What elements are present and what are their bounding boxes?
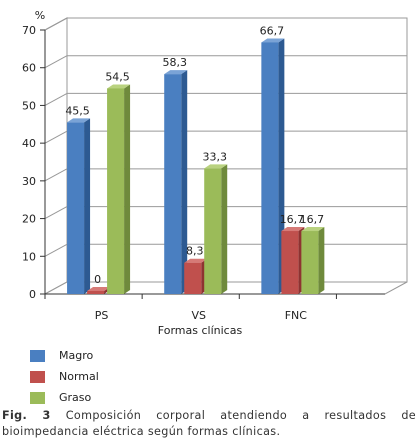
legend-label: Graso xyxy=(59,391,92,404)
bar xyxy=(87,290,105,294)
data-label: 0 xyxy=(94,273,101,286)
bar-top xyxy=(107,84,131,89)
bar-top xyxy=(261,38,285,43)
gridline xyxy=(44,206,68,220)
data-label: 33,3 xyxy=(202,150,227,163)
legend-item: Graso xyxy=(30,387,99,408)
data-label: 66,7 xyxy=(260,24,285,37)
y-tick-label: 0 xyxy=(29,288,36,301)
bar xyxy=(184,262,202,294)
bar-top xyxy=(281,227,305,232)
gridline xyxy=(44,92,68,106)
bar xyxy=(281,231,299,294)
x-axis-label: Formas clínicas xyxy=(158,324,243,337)
gridline xyxy=(44,17,68,31)
bar xyxy=(301,231,319,294)
bar-top xyxy=(301,227,325,232)
x-tick-label: VS xyxy=(191,309,206,322)
legend-swatch xyxy=(30,349,45,362)
data-label: 58,3 xyxy=(162,56,187,69)
data-label: 16,7 xyxy=(280,213,305,226)
bar-top xyxy=(204,164,228,169)
data-label: 45,5 xyxy=(65,104,90,117)
bar xyxy=(204,168,222,294)
legend-label: Normal xyxy=(59,370,99,383)
legend-item: Magro xyxy=(30,345,99,366)
gridline xyxy=(44,243,68,257)
bar-top xyxy=(87,286,111,291)
gridline xyxy=(44,168,68,182)
y-tick-label: 70 xyxy=(22,24,36,37)
bar xyxy=(107,88,125,294)
x-tick-label: FNC xyxy=(285,309,308,322)
legend-item: Normal xyxy=(30,366,99,387)
y-tick-label: 20 xyxy=(22,213,36,226)
bar-side xyxy=(84,118,91,295)
bar xyxy=(164,74,182,294)
legend: Magro Normal Graso xyxy=(30,345,99,408)
x-tick-label: PS xyxy=(95,309,109,322)
bar-side xyxy=(181,70,188,294)
bar-top xyxy=(184,258,208,263)
y-tick-label: 50 xyxy=(22,99,36,112)
bar-top xyxy=(67,118,91,123)
gridline xyxy=(44,55,68,69)
y-tick-label: 40 xyxy=(22,137,36,150)
legend-label: Magro xyxy=(59,349,94,362)
bar-top xyxy=(164,70,188,75)
data-label: 54,5 xyxy=(105,70,130,83)
chart-side-wall xyxy=(44,17,68,295)
caption-prefix: Fig. 3 xyxy=(2,409,51,422)
figure-caption: Fig. 3 Composición corporal atendiendo a… xyxy=(2,408,416,440)
data-label: 8,3 xyxy=(186,245,204,258)
bar-side xyxy=(221,164,228,294)
bar-chart: 0 10 20 30 40 50 60 70% 45,5 0 54,5 PS 58,3 8,3 33,3 VS… xyxy=(22,9,408,337)
bar-side xyxy=(318,227,325,294)
y-tick-label: 60 xyxy=(22,62,36,75)
y-axis-label: % xyxy=(35,9,45,22)
y-tick-label: 10 xyxy=(22,250,36,263)
caption-text: Composición corporal atendiendo a result… xyxy=(2,409,417,438)
y-tick-label: 30 xyxy=(22,175,36,188)
legend-swatch xyxy=(30,370,45,383)
data-label: 16,7 xyxy=(300,213,325,226)
gridline xyxy=(44,130,68,144)
bar xyxy=(67,122,85,295)
bar xyxy=(261,42,279,295)
bar-side xyxy=(124,84,131,294)
legend-swatch xyxy=(30,391,45,404)
